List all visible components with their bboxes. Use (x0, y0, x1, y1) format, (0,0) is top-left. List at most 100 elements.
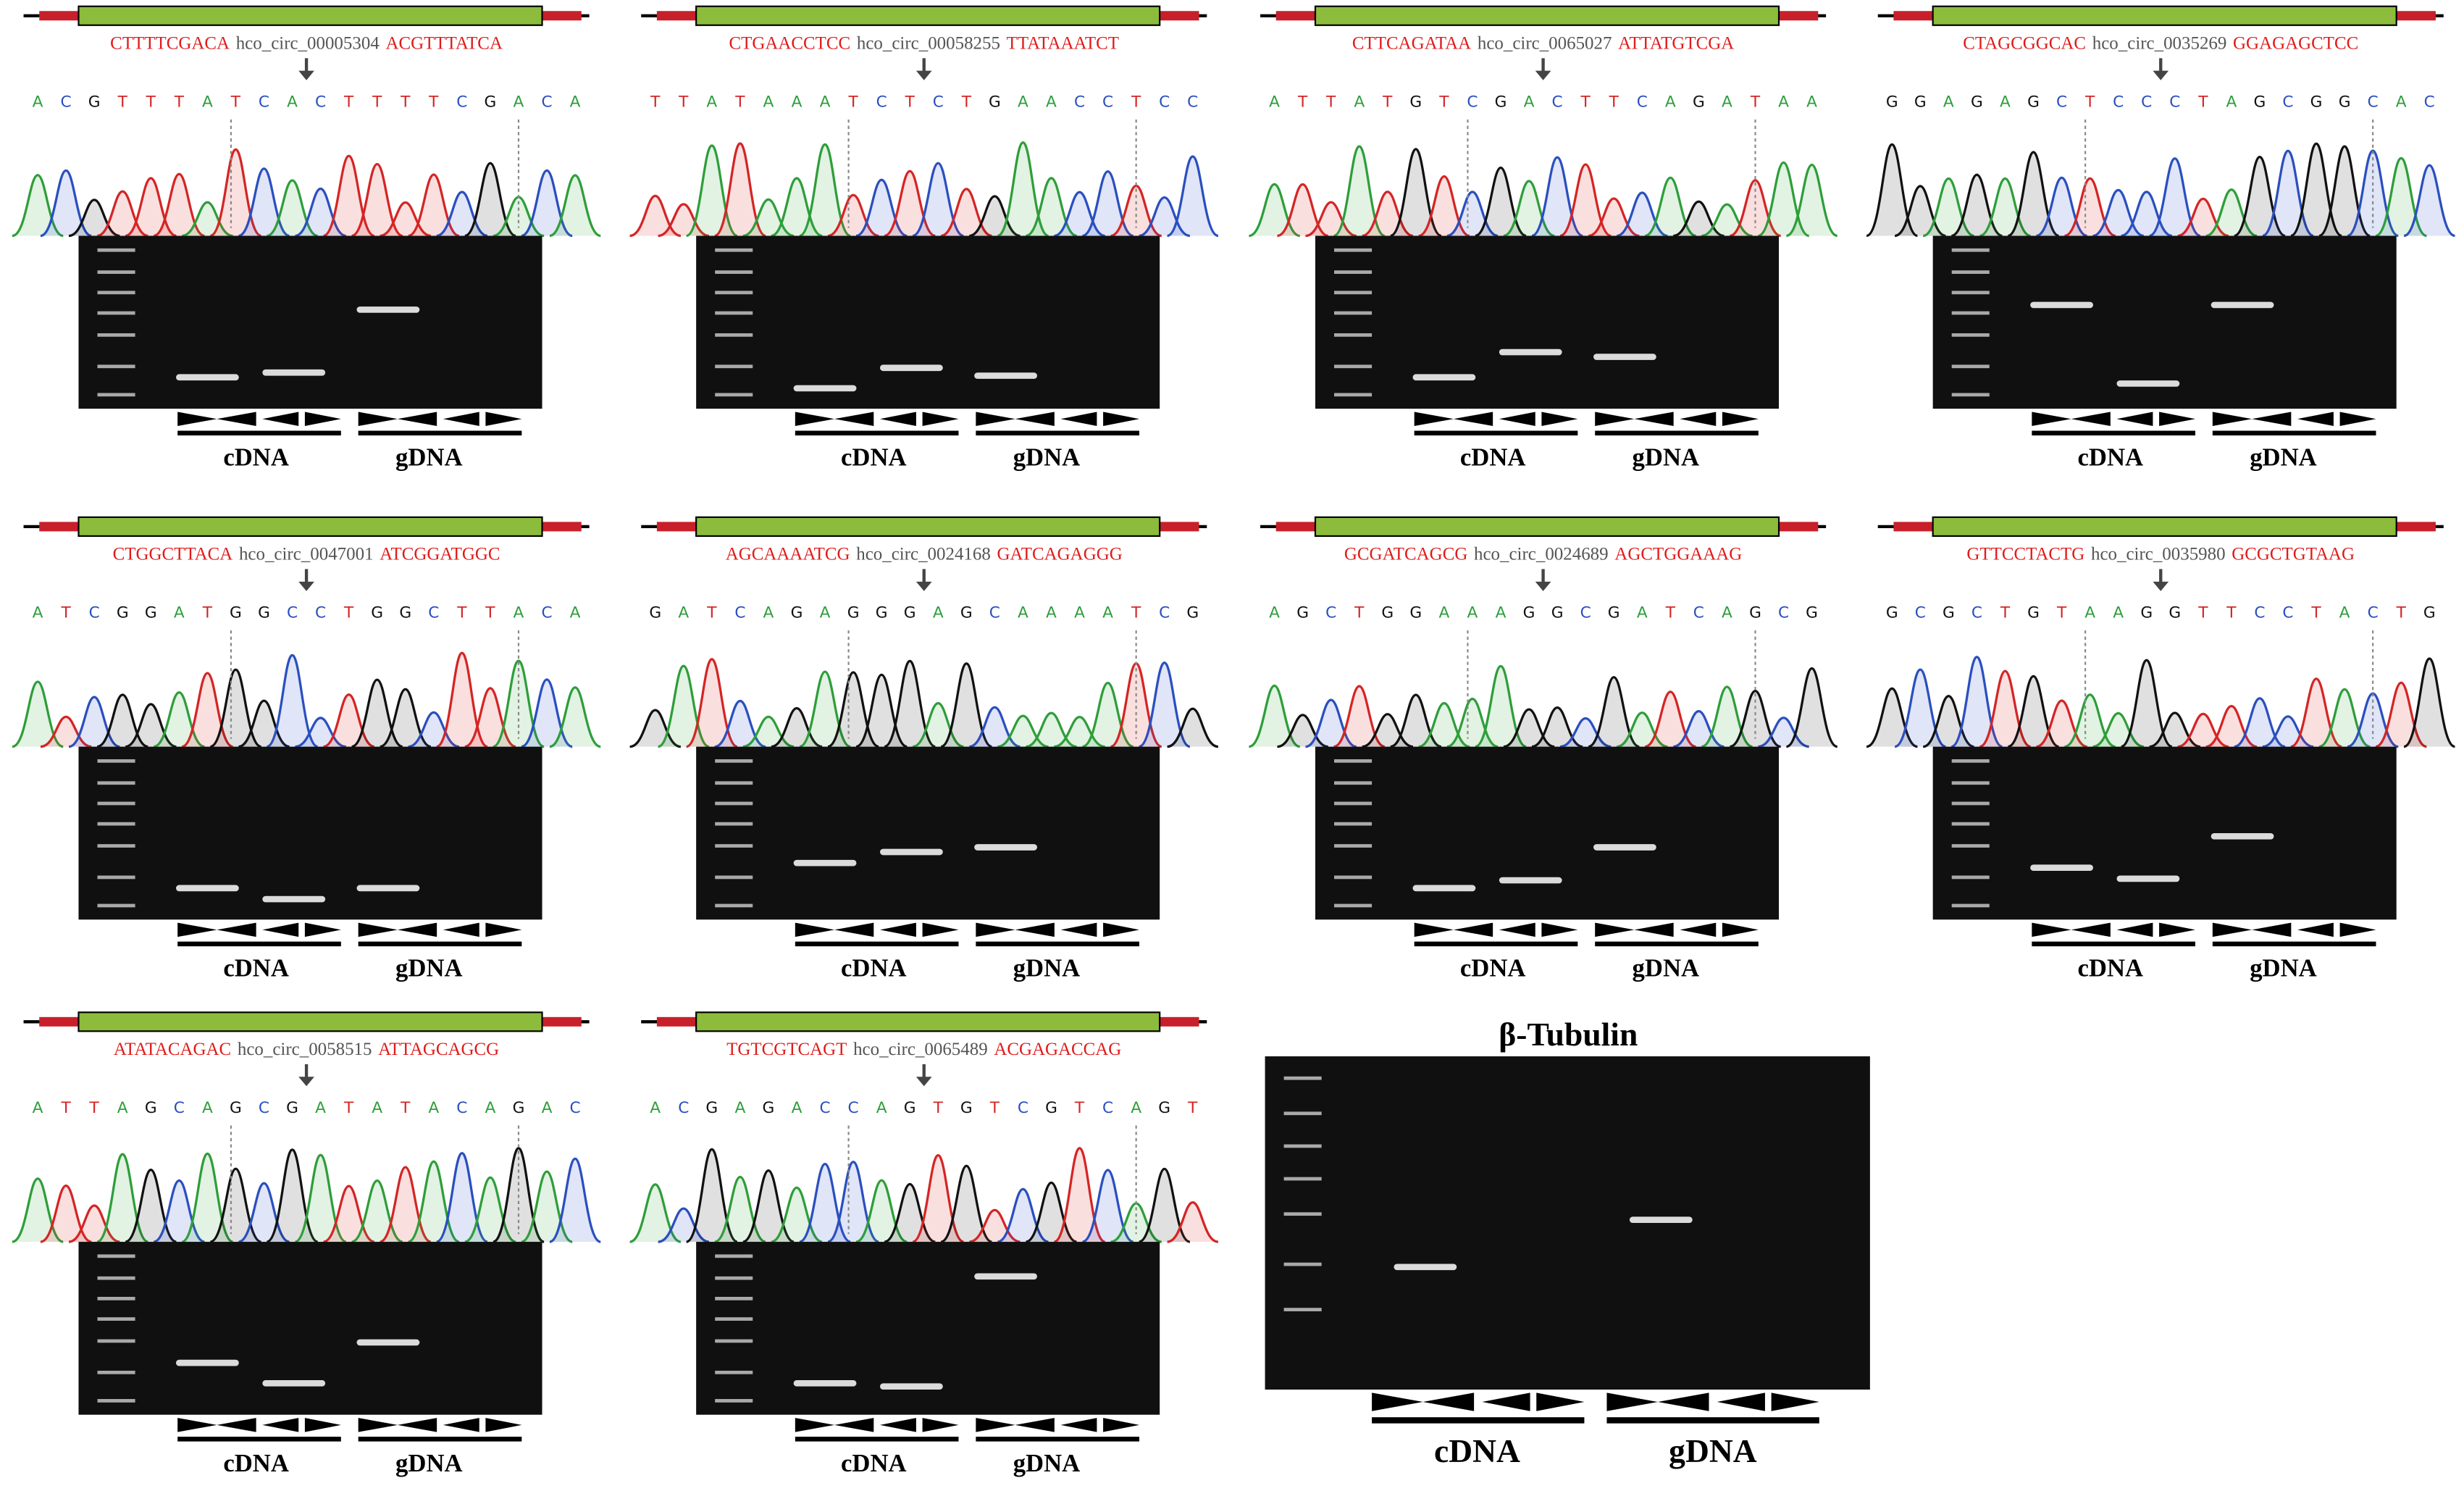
ladder-band (1951, 364, 1990, 369)
ladder-band (715, 1297, 753, 1300)
base-call: A (763, 604, 774, 622)
trace-peak (1167, 707, 1219, 748)
trace-peak (380, 201, 432, 238)
base-call: G (1749, 604, 1761, 622)
base-call: T (1354, 604, 1365, 622)
right-seq: ACGTTTATCA (385, 33, 502, 53)
primer-arrow (834, 1418, 874, 1432)
right-seq: ACGAGACCAG (994, 1040, 1121, 1059)
base-call: G (1608, 604, 1620, 622)
ladder-band (1334, 822, 1373, 826)
base-call: T (400, 1099, 411, 1117)
tubulin-title: β-Tubulin (1499, 1016, 1638, 1053)
trace-peak (2403, 657, 2456, 748)
trace-peak (1166, 155, 1219, 238)
primer-arrow (1414, 922, 1454, 937)
base-call: C (456, 93, 467, 112)
base-call: C (734, 604, 745, 622)
trace-peak (658, 1207, 710, 1243)
primer-arrow (1541, 412, 1578, 427)
trace-peak (771, 706, 823, 748)
primer-arrow (1657, 1392, 1709, 1411)
trace-peak (1672, 710, 1725, 748)
flank (1275, 522, 1315, 532)
primer-arrow (2212, 922, 2253, 937)
base-call: A (2084, 604, 2095, 622)
ladder-band (1334, 248, 1373, 252)
flank (39, 522, 79, 532)
primer-bar (177, 430, 341, 436)
circ-id: hco_circ_0035269 (2092, 33, 2227, 53)
base-call: C (287, 604, 298, 622)
trace-peak (1054, 716, 1106, 748)
ladder-band (97, 903, 135, 908)
ladder-band (97, 311, 135, 315)
primer-arrow (834, 922, 874, 937)
trace-peak (1758, 717, 1810, 748)
primer-bar (2212, 941, 2376, 947)
primer-arrow (976, 412, 1015, 427)
base-call: T (1074, 1099, 1085, 1117)
trace-peak (686, 658, 738, 748)
junction-header: CTGGCTTACA hco_circ_0047001 ATCGGATGGC (113, 544, 500, 564)
base-call: T (2197, 93, 2208, 112)
primer-arrow (1482, 1392, 1530, 1411)
exon (1932, 5, 2397, 26)
base-call: G (1495, 93, 1507, 112)
gel-band (793, 859, 857, 866)
lane-label: gDNA (1013, 953, 1081, 982)
trace-peak (940, 188, 992, 238)
base-call: T (678, 93, 689, 112)
flank (39, 1016, 79, 1027)
lane-label: gDNA (1013, 443, 1081, 471)
base-call: T (400, 93, 411, 112)
primer-arrow (1453, 412, 1493, 427)
junction-header: CTTTTCGACA hco_circ_00005304 ACGTTTATCA (110, 33, 503, 53)
trace-peak (968, 195, 1021, 238)
ladder-band (1283, 1308, 1322, 1311)
base-call: G (230, 604, 242, 622)
primer-arrow (795, 922, 835, 937)
base-call: T (1750, 93, 1761, 112)
gel-band (880, 364, 943, 372)
primer-arrow (358, 922, 398, 937)
primer-arrow (922, 1418, 959, 1432)
primer-bar (2032, 430, 2195, 436)
base-call: T (202, 604, 213, 622)
gel-band (262, 1379, 326, 1387)
base-call: G (960, 1099, 973, 1117)
base-call: T (1187, 1099, 1198, 1117)
junction-header: AGCAAAATCG hco_circ_0024168 GATCAGAGGG (726, 544, 1123, 564)
right-seq: GCGCTGTAAG (2232, 544, 2355, 564)
base-call: C (1552, 93, 1563, 112)
lane-label: cDNA (841, 1449, 907, 1477)
ladder-band (715, 1399, 753, 1403)
base-call: T (343, 604, 354, 622)
primer-bar (177, 1437, 341, 1442)
exon (695, 516, 1161, 537)
base-call: C (1971, 604, 1982, 622)
base-call: A (792, 93, 803, 112)
lane-label: cDNA (223, 953, 289, 982)
primer-arrow (304, 922, 341, 937)
trace-peak (1785, 163, 1838, 238)
base-call: T (174, 93, 185, 112)
gel-band (1412, 885, 1476, 892)
trace-peak (1138, 661, 1191, 748)
base-call: A (117, 1099, 128, 1117)
base-call: A (514, 604, 524, 622)
ladder-band (1334, 844, 1373, 848)
trace-peak (2290, 677, 2342, 748)
ladder-band (1283, 1177, 1322, 1181)
ladder-band (715, 1370, 753, 1374)
trace-peak (1701, 203, 1753, 238)
base-call: A (650, 1099, 661, 1117)
trace-peak (322, 154, 375, 238)
primer-arrow (976, 922, 1015, 937)
flank (39, 11, 79, 21)
primer-arrow (358, 1418, 398, 1432)
trace-peak (714, 142, 766, 238)
base-call: A (1806, 93, 1817, 112)
